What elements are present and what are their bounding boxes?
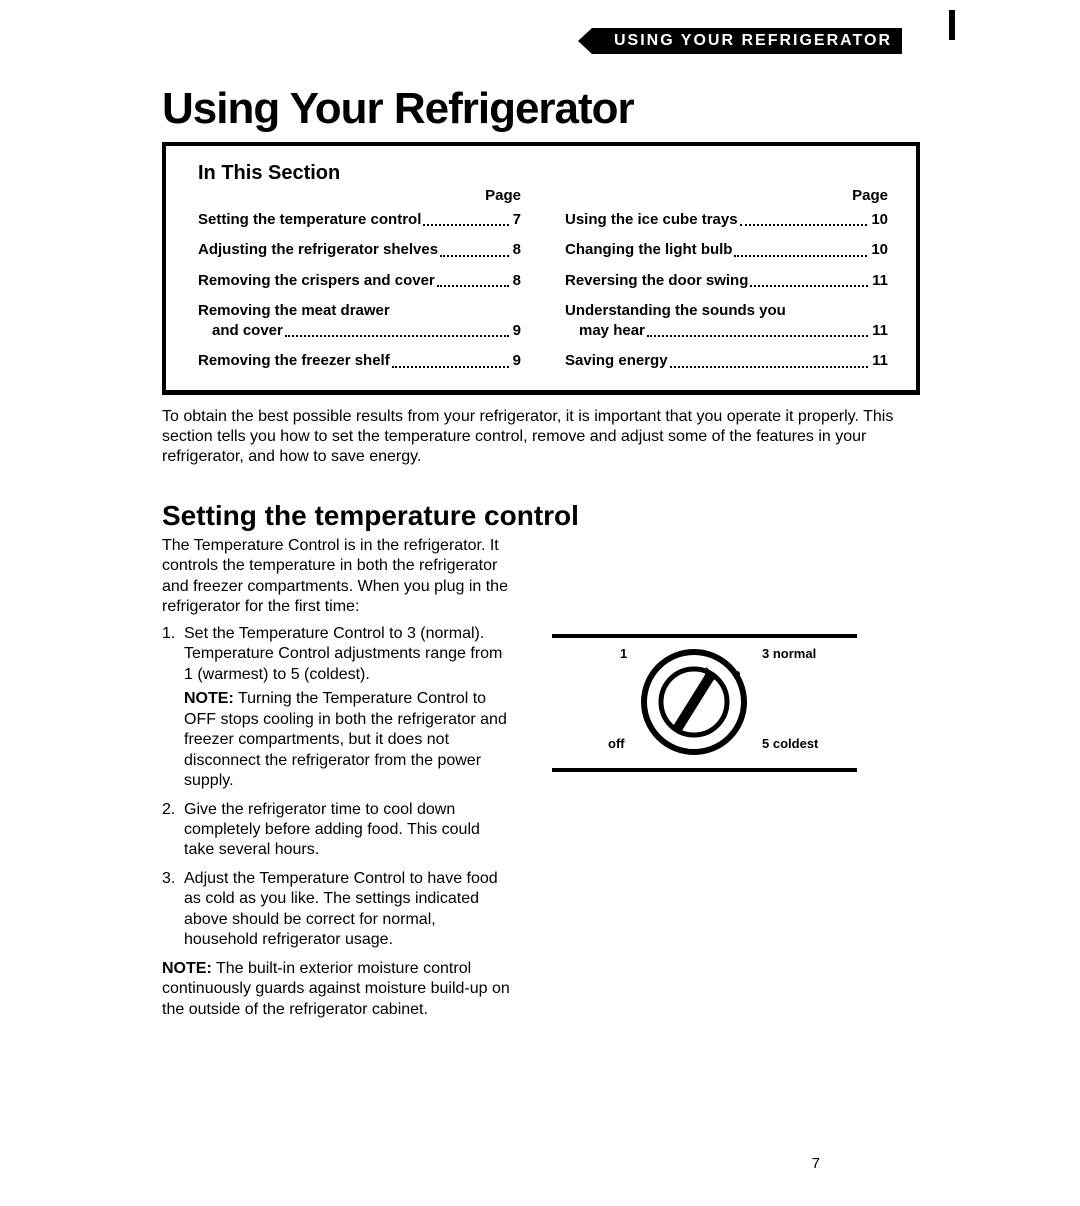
toc-item: Using the ice cube trays 10 [565,210,888,230]
dial-figure: 1 3 normal 5 coldest off [552,634,857,772]
toc-leader [440,255,509,257]
toc-item: Reversing the door swing 11 [565,271,888,291]
note-label: NOTE: [162,960,212,977]
toc-label: Adjusting the refrigerator shelves [198,240,438,260]
toc-label: Changing the light bulb [565,240,732,260]
lead-paragraph: The Temperature Control is in the refrig… [162,536,512,618]
toc-item: Adjusting the refrigerator shelves 8 [198,240,521,260]
note-label: NOTE: [184,690,234,707]
toc-label: Removing the freezer shelf [198,351,390,371]
note-text: The built-in exterior moisture control c… [162,960,510,1018]
toc-leader [750,285,868,287]
dial-icon [634,648,754,756]
page-number: 7 [812,1155,820,1172]
toc-label: Saving energy [565,351,668,371]
toc-item: Changing the light bulb 10 [565,240,888,260]
toc-leader [392,366,509,368]
toc-label: Understanding the sounds you [565,301,786,321]
toc-item: Removing the meat drawer and cover 9 [198,301,521,342]
toc-leader [734,255,867,257]
section-header-bar: USING YOUR REFRIGERATOR [592,28,902,54]
step-text: Set the Temperature Control to 3 (normal… [184,625,502,683]
toc-item: Setting the temperature control 7 [198,210,521,230]
toc-page: 10 [869,240,888,260]
manual-page: USING YOUR REFRIGERATOR Using Your Refri… [0,0,1080,1026]
toc-page: 11 [870,271,888,291]
toc-page: 9 [511,351,521,371]
toc-page: 8 [511,240,521,260]
toc-page: 8 [511,271,521,291]
toc-item: Removing the crispers and cover 8 [198,271,521,291]
toc-leader [647,335,868,337]
dial-label-3: 3 normal [762,646,816,661]
toc-page: 7 [511,210,521,230]
toc-leader [670,366,869,368]
body-left-column: The Temperature Control is in the refrig… [162,536,512,1026]
toc-label: Removing the crispers and cover [198,271,435,291]
toc-columns: Page Setting the temperature control 7 A… [198,187,888,372]
toc-label: Reversing the door swing [565,271,748,291]
toc-label-cont: and cover [212,321,283,341]
section-heading: Setting the temperature control [162,500,920,532]
toc-title: In This Section [198,162,888,185]
final-note: NOTE: The built-in exterior moisture con… [162,959,512,1020]
toc-label-cont: may hear [579,321,645,341]
toc-left-column: Page Setting the temperature control 7 A… [198,187,521,372]
step-text: Adjust the Temperature Control to have f… [184,870,498,948]
toc-box: In This Section Page Setting the tempera… [162,142,920,395]
toc-leader [437,285,509,287]
toc-item: Understanding the sounds you may hear 11 [565,301,888,342]
toc-page: 11 [870,351,888,371]
steps-list: Set the Temperature Control to 3 (normal… [162,624,512,951]
dial-label-5: 5 coldest [762,736,818,751]
page-title: Using Your Refrigerator [162,84,920,134]
toc-right-column: Page Using the ice cube trays 10 Changin… [565,187,888,372]
dial-diagram: 1 3 normal 5 coldest off [552,648,852,758]
step-note: NOTE: Turning the Temperature Control to… [184,689,512,791]
step-text: Give the refrigerator time to cool down … [184,801,480,859]
toc-item: Removing the freezer shelf 9 [198,351,521,371]
toc-leader [423,224,508,226]
section-header-text: USING YOUR REFRIGERATOR [614,32,892,49]
toc-page-header: Page [198,187,521,204]
body-right-column: 1 3 normal 5 coldest off [552,536,920,1026]
step-item: Set the Temperature Control to 3 (normal… [162,624,512,792]
toc-page: 11 [870,321,888,341]
step-item: Give the refrigerator time to cool down … [162,800,512,861]
toc-label: Setting the temperature control [198,210,421,230]
toc-page: 10 [869,210,888,230]
toc-item: Saving energy 11 [565,351,888,371]
toc-label: Using the ice cube trays [565,210,738,230]
intro-paragraph: To obtain the best possible results from… [162,407,920,468]
dial-label-off: off [608,736,625,751]
step-item: Adjust the Temperature Control to have f… [162,869,512,951]
toc-page: 9 [511,321,521,341]
toc-page-header: Page [565,187,888,204]
toc-leader [285,335,509,337]
toc-label: Removing the meat drawer [198,301,390,321]
toc-leader [740,224,868,226]
body-columns: The Temperature Control is in the refrig… [162,536,920,1026]
dial-label-1: 1 [620,646,627,661]
